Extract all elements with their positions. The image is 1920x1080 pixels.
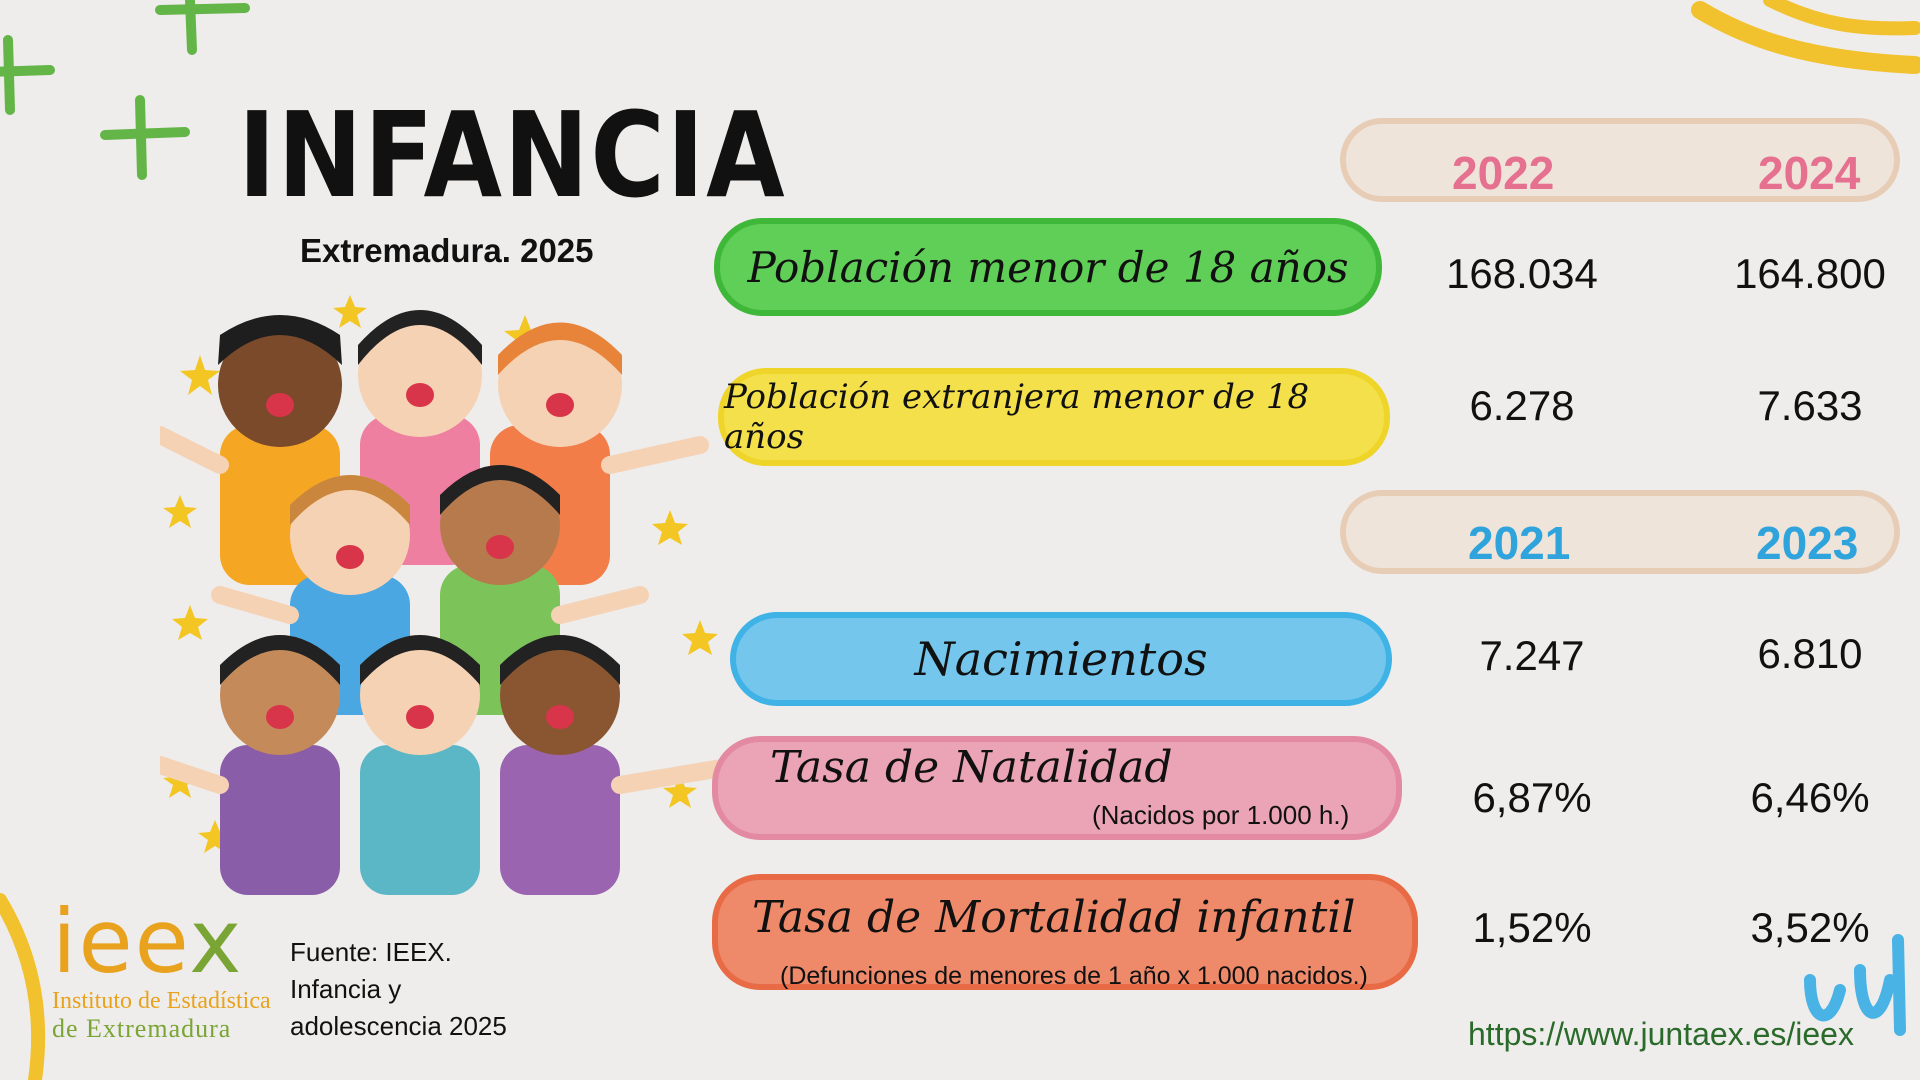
row-label: Población extranjera menor de 18 años bbox=[724, 377, 1310, 457]
row-value: 7.247 bbox=[1479, 632, 1585, 679]
pill-tasa-natalidad bbox=[712, 736, 1402, 840]
pill-tasa-mortalidad bbox=[712, 874, 1418, 990]
birth-years-header bbox=[1340, 490, 1900, 574]
year-2021: 2021 bbox=[1468, 517, 1571, 569]
row-value: 168.034 bbox=[1446, 250, 1598, 297]
row-label: Tasa de Mortalidad infantil bbox=[752, 892, 1356, 943]
pill-poblacion-menor: Población menor de 18 años bbox=[714, 218, 1382, 316]
row-value: 1,52% bbox=[1472, 904, 1592, 951]
logo-line2: de Extremadura bbox=[52, 1014, 232, 1043]
year-2024: 2024 bbox=[1758, 147, 1861, 199]
source-note: Fuente: IEEX. Infancia y adolescencia 20… bbox=[290, 937, 507, 1041]
row-value: 164.800 bbox=[1734, 250, 1886, 297]
row-label: Población menor de 18 años bbox=[747, 242, 1349, 292]
decor-swirl-bottom-left bbox=[0, 893, 46, 1080]
year-2023: 2023 bbox=[1756, 517, 1859, 569]
decor-crosses bbox=[0, 0, 250, 180]
website-link[interactable]: https://www.juntaex.es/ieex bbox=[1468, 1016, 1854, 1052]
row-note: (Nacidos por 1.000 h.) bbox=[1092, 800, 1350, 830]
page-title: INFANCIA bbox=[238, 86, 787, 224]
logo-word-b: x bbox=[189, 890, 244, 993]
pill-poblacion-extranjera: Población extranjera menor de 18 años bbox=[718, 368, 1390, 466]
row-label: Tasa de Natalidad bbox=[770, 742, 1173, 793]
row-label: Nacimientos bbox=[914, 632, 1208, 686]
row-value: 6.278 bbox=[1469, 382, 1575, 429]
year-2022: 2022 bbox=[1452, 147, 1555, 199]
logo-line1: Instituto de Estadística bbox=[52, 988, 271, 1014]
row-value: 3,52% bbox=[1750, 904, 1870, 951]
ieex-logo: ieex bbox=[52, 890, 243, 993]
logo-word-a: iee bbox=[52, 890, 190, 993]
pill-nacimientos: Nacimientos bbox=[730, 612, 1392, 706]
row-value: 6,46% bbox=[1750, 774, 1870, 821]
decor-swirl-top bbox=[1691, 0, 1920, 74]
row-note: (Defunciones de menores de 1 año x 1.000… bbox=[780, 962, 1368, 990]
page-subtitle: Extremadura. 2025 bbox=[300, 232, 594, 269]
group-of-children-illustration bbox=[160, 295, 749, 895]
decor-swirl-bottom-right bbox=[1804, 934, 1906, 1036]
row-value: 7.633 bbox=[1757, 382, 1863, 429]
row-value: 6.810 bbox=[1757, 630, 1863, 677]
population-years-header bbox=[1340, 118, 1900, 202]
row-value: 6,87% bbox=[1472, 774, 1592, 821]
